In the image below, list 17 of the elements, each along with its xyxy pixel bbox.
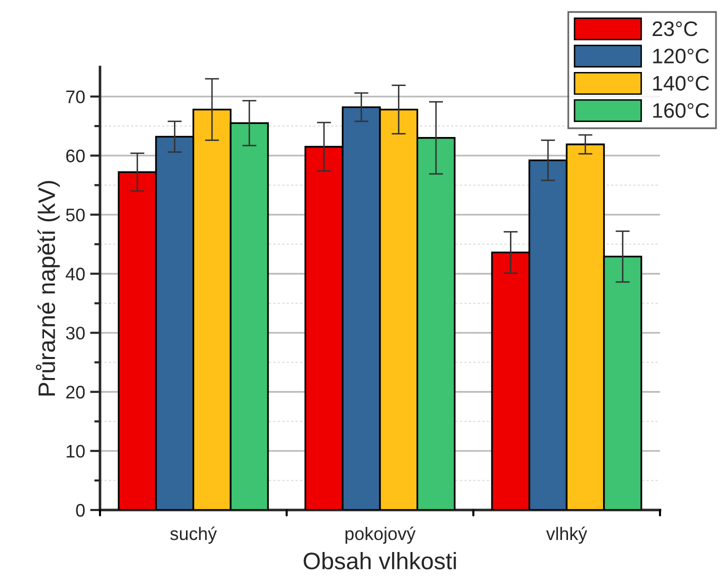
y-tick-label: 50 — [66, 208, 85, 222]
x-axis-title: Obsah vlhkosti — [304, 552, 456, 570]
x-tick-label: pokojový — [346, 526, 416, 544]
x-tick-label: vlhký — [546, 526, 588, 544]
y-tick-label: 30 — [66, 326, 85, 340]
legend-label: 23°C — [652, 21, 698, 36]
y-tick-label: 10 — [66, 444, 85, 458]
y-tick-label: 40 — [66, 268, 85, 280]
legend-label: 160°C — [653, 103, 709, 118]
y-tick-label: 20 — [66, 386, 85, 399]
y-tick-label: 0 — [76, 504, 85, 517]
y-axis-title: Průrazné napětí (kV) — [36, 181, 60, 396]
y-tick-label: 70 — [66, 90, 85, 104]
legend-label: 140°C — [653, 76, 709, 91]
y-tick-label: 60 — [66, 150, 85, 162]
legend-label: 120°C — [653, 48, 709, 64]
x-tick-label: suchý — [170, 526, 217, 544]
